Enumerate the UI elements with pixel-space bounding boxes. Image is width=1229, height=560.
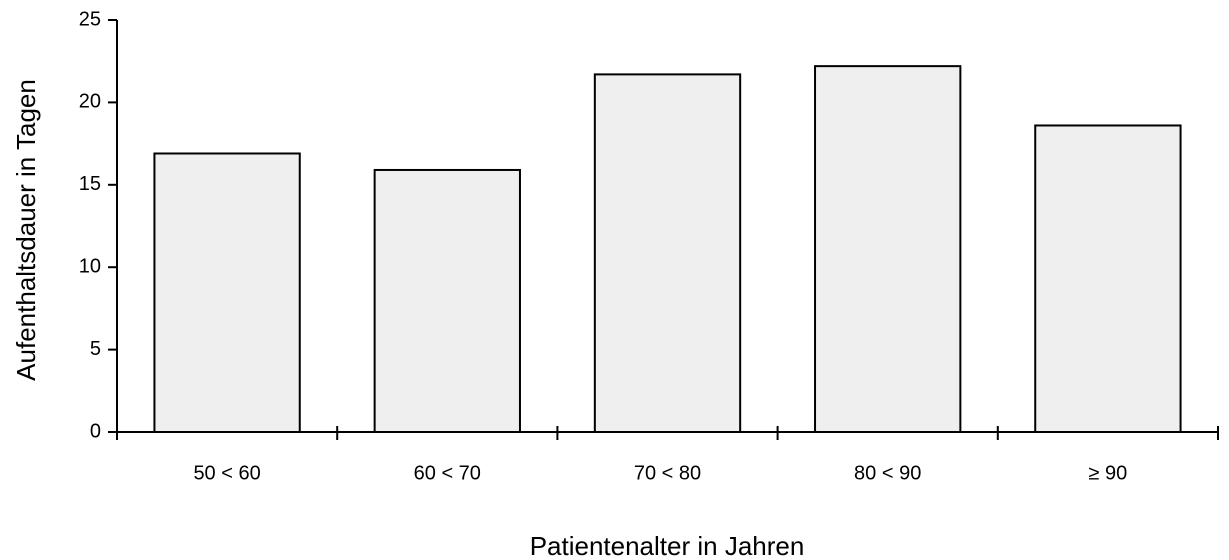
y-tick-label: 25 — [79, 8, 101, 30]
x-tick-label: 70 < 80 — [634, 462, 701, 484]
bar — [814, 65, 962, 433]
y-tick-label: 5 — [90, 338, 101, 360]
x-tick-label: 80 < 90 — [854, 462, 921, 484]
bar — [1034, 124, 1182, 434]
x-axis-title: Patientenalter in Jahren — [530, 531, 805, 560]
x-tick-label: 50 < 60 — [193, 462, 260, 484]
y-tick-label: 20 — [79, 91, 101, 113]
y-tick-label: 10 — [79, 255, 101, 277]
y-tick-label: 15 — [79, 173, 101, 195]
bar — [593, 73, 742, 433]
x-tick-label: 60 < 70 — [414, 462, 481, 484]
y-axis-title: Aufenthaltsdauer in Tagen — [11, 79, 41, 381]
y-tick-label: 0 — [90, 420, 101, 442]
bar — [153, 152, 301, 433]
x-tick-label: ≥ 90 — [1089, 462, 1128, 484]
bar — [373, 168, 521, 434]
